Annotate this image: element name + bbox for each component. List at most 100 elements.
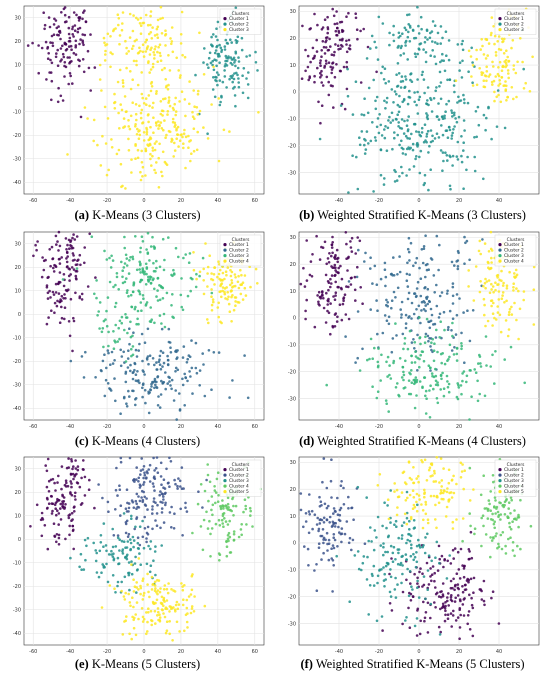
data-point	[105, 562, 108, 566]
data-point	[151, 106, 154, 109]
data-point	[323, 64, 327, 68]
data-point	[130, 572, 134, 576]
data-point	[109, 35, 112, 38]
data-point	[190, 366, 194, 370]
data-point	[139, 49, 142, 53]
data-point	[414, 565, 418, 569]
legend-marker	[223, 468, 227, 472]
data-point	[455, 155, 459, 158]
data-point	[308, 513, 311, 516]
data-point	[127, 510, 130, 513]
data-point	[432, 387, 435, 391]
data-point	[322, 551, 325, 555]
data-point	[441, 52, 444, 56]
data-point	[400, 534, 404, 537]
data-point	[166, 358, 170, 362]
data-point	[166, 354, 169, 358]
data-point	[483, 603, 486, 607]
data-point	[134, 379, 138, 382]
data-point	[487, 42, 491, 45]
data-point	[135, 322, 138, 326]
data-point	[87, 488, 91, 491]
data-point	[424, 503, 428, 506]
data-point	[460, 331, 463, 335]
data-point	[401, 332, 405, 336]
data-point	[215, 79, 218, 83]
data-point	[155, 295, 158, 298]
data-point	[402, 132, 406, 135]
data-point	[56, 481, 59, 484]
data-point	[434, 336, 438, 339]
data-point	[137, 617, 140, 621]
data-point	[211, 44, 214, 47]
data-point	[168, 104, 172, 108]
data-point	[471, 81, 474, 84]
data-point	[327, 558, 331, 562]
data-point	[454, 117, 457, 120]
data-point	[457, 251, 460, 255]
data-point	[153, 47, 157, 51]
data-point	[181, 135, 184, 139]
data-point	[246, 396, 250, 400]
data-point	[54, 291, 58, 294]
data-point	[519, 37, 522, 40]
data-point	[424, 597, 427, 601]
data-point	[354, 252, 357, 255]
data-point	[410, 369, 413, 372]
data-point	[257, 111, 260, 114]
y-tick-label: -10	[288, 568, 296, 574]
data-point	[443, 114, 446, 118]
data-point	[385, 526, 388, 530]
data-point	[152, 602, 156, 605]
data-point	[449, 598, 453, 602]
data-point	[491, 60, 494, 64]
data-point	[93, 66, 97, 69]
data-point	[375, 396, 379, 400]
data-point	[234, 300, 237, 303]
data-point	[201, 506, 204, 509]
data-point	[51, 509, 54, 513]
data-point	[430, 372, 434, 375]
legend-entry: Cluster 2	[504, 248, 524, 254]
data-point	[82, 459, 85, 462]
data-point	[161, 297, 165, 300]
data-point	[448, 355, 451, 359]
data-point	[481, 44, 484, 48]
data-point	[129, 369, 132, 373]
data-point	[408, 89, 411, 93]
data-point	[211, 513, 214, 517]
data-point	[139, 250, 142, 254]
data-point	[446, 599, 449, 603]
y-tick-label: -10	[288, 117, 296, 123]
data-point	[318, 505, 322, 508]
data-point	[486, 509, 490, 512]
data-point	[401, 622, 404, 626]
data-point	[60, 316, 64, 320]
data-point	[315, 563, 318, 566]
data-point	[142, 490, 145, 494]
data-point	[154, 270, 157, 273]
data-point	[159, 475, 163, 478]
data-point	[381, 65, 384, 69]
data-point	[415, 308, 418, 311]
data-point	[476, 379, 479, 383]
data-point	[60, 11, 63, 14]
data-point	[407, 594, 411, 598]
data-point	[406, 567, 409, 571]
data-point	[26, 44, 30, 47]
data-point	[365, 130, 369, 133]
data-point	[404, 153, 407, 156]
data-point	[315, 38, 318, 42]
data-point	[492, 79, 496, 83]
data-point	[319, 518, 322, 521]
data-point	[423, 40, 427, 44]
data-point	[159, 461, 163, 465]
data-point	[512, 68, 515, 71]
data-point	[384, 81, 387, 85]
data-point	[176, 487, 179, 490]
data-point	[237, 81, 240, 84]
data-point	[117, 288, 120, 291]
data-point	[389, 521, 392, 524]
data-point	[487, 75, 491, 78]
